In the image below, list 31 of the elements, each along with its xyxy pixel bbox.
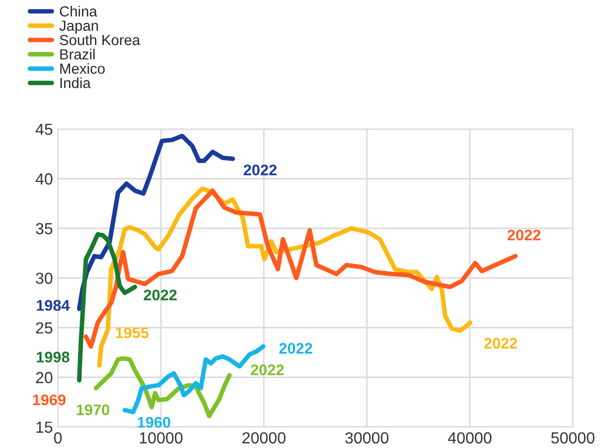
x-tick-label: 0	[54, 432, 62, 444]
annotation: 1955	[116, 327, 149, 338]
annotation: 1998	[36, 352, 70, 362]
legend-label: Japan	[59, 20, 98, 34]
annotation: 2022	[250, 364, 284, 376]
y-tick-label: 35	[36, 222, 52, 234]
legend-label: Mexico	[60, 63, 105, 74]
x-tick-label: 20000	[242, 432, 286, 444]
x-tick-label: 10000	[140, 432, 182, 444]
legend-label: India	[60, 77, 91, 88]
x-tick-label: 30000	[345, 432, 388, 444]
annotation: 2022	[484, 338, 518, 349]
y-tick-label: 40	[36, 173, 52, 185]
annotation: 1969	[33, 394, 66, 406]
annotation: 2022	[508, 230, 540, 240]
legend-label: South Korea	[60, 34, 140, 46]
y-tick-label: 20	[36, 372, 52, 384]
legend-label: Brazil	[60, 48, 95, 60]
y-tick-label: 25	[36, 322, 52, 334]
annotation: 2022	[144, 290, 177, 300]
annotation: 1970	[76, 404, 110, 416]
annotation: 1984	[36, 300, 70, 311]
y-tick-label: 45	[36, 124, 52, 135]
annotation: 1960	[138, 416, 170, 428]
y-tick-label: 30	[36, 272, 52, 284]
legend-label: China	[60, 6, 98, 17]
y-tick-label: 15	[36, 422, 52, 433]
x-tick-label: 50000	[551, 432, 594, 444]
annotation: 2022	[244, 164, 277, 176]
x-tick-label: 40000	[448, 432, 492, 444]
annotation: 2022	[279, 342, 312, 354]
